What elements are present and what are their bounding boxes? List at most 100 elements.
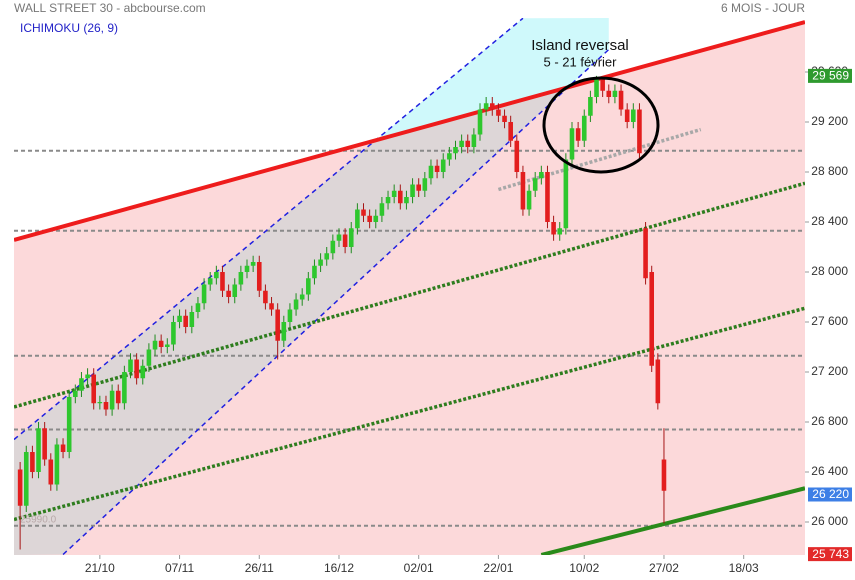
candle-body <box>367 215 372 222</box>
candle-body <box>91 374 97 404</box>
candle-body <box>428 165 434 179</box>
period: 6 MOIS - JOUR <box>721 1 805 15</box>
candle-body <box>146 349 152 366</box>
overlay: 26 000 26 400 26 800 27 200 27 600 28 000 28 4… <box>85 64 852 575</box>
candle-body <box>514 140 520 172</box>
candle-body <box>275 309 280 341</box>
candle-body <box>158 340 164 347</box>
candle-body <box>232 284 238 297</box>
candle-body <box>287 309 293 322</box>
x-tick-label: 10/02 <box>569 561 599 575</box>
candle-body <box>293 299 299 310</box>
dotted-trendline <box>497 127 702 192</box>
candle-body <box>532 178 538 191</box>
candle-body <box>459 140 464 147</box>
candle-body <box>183 315 188 327</box>
candle-body <box>164 344 170 347</box>
candle-body <box>244 265 250 272</box>
candle-body <box>177 315 182 322</box>
x-tick-label: 02/01 <box>404 561 434 575</box>
candle-body <box>134 359 139 379</box>
candle-body <box>606 90 612 97</box>
candle-body <box>631 109 636 122</box>
candle-body <box>250 262 256 266</box>
candle-body <box>649 272 655 366</box>
candle-body <box>557 228 563 235</box>
candle-body <box>545 172 550 222</box>
candle-body <box>306 278 311 295</box>
channel-upper <box>14 18 524 441</box>
candle-body <box>563 159 569 229</box>
candle-body <box>189 312 195 327</box>
candle-body <box>508 122 513 141</box>
candle-body <box>195 303 201 312</box>
candle-body <box>575 128 581 141</box>
candle-body <box>348 228 354 247</box>
annotation-subtitle: 5 - 21 février <box>544 54 618 69</box>
candle-body <box>299 294 305 300</box>
annotation-circle <box>542 76 660 174</box>
candle-body <box>281 322 287 341</box>
candle-body <box>263 290 268 304</box>
candle-body <box>60 444 66 452</box>
candle-body <box>581 115 587 141</box>
y-tick-label: 26 800 <box>811 414 848 428</box>
low-note: 25990.0 <box>20 515 57 526</box>
candle-body <box>214 272 219 279</box>
candle-body <box>422 178 428 191</box>
y-tick-label: 26 000 <box>811 514 848 528</box>
dotted-trendline <box>14 181 805 409</box>
candle-body <box>128 359 133 372</box>
x-tick-label: 26/11 <box>245 561 274 575</box>
candle-body <box>551 222 556 235</box>
chart-title: WALL STREET 30 - abcbourse.com <box>14 1 206 15</box>
candle-body <box>398 190 403 204</box>
candle-body <box>42 428 47 460</box>
x-tick-label: 18/03 <box>729 561 759 575</box>
x-tick-label: 07/11 <box>165 561 194 575</box>
candle-body <box>36 428 41 472</box>
candle-body <box>520 172 526 210</box>
candle-body <box>453 147 458 154</box>
candle-body <box>207 278 213 285</box>
y-tick-label: 27 200 <box>811 364 848 378</box>
dotted-trendline <box>14 306 805 522</box>
support-line <box>540 486 805 555</box>
candle-body <box>526 190 532 210</box>
candle-body <box>152 340 158 350</box>
candle-body <box>539 172 544 179</box>
y-tick-label: 26 400 <box>811 464 848 478</box>
candle-body <box>471 134 477 147</box>
candle-body <box>502 115 507 122</box>
candle-body <box>661 459 667 491</box>
x-tick-label: 27/02 <box>649 561 679 575</box>
candle-body <box>643 228 648 279</box>
y-tick-label: 29 200 <box>811 114 848 128</box>
candle-body <box>618 90 624 110</box>
candle-body <box>23 452 29 506</box>
candle-body <box>447 153 452 160</box>
x-tick-label: 16/12 <box>324 561 354 575</box>
candle-body <box>440 159 446 172</box>
candle-body <box>17 469 23 506</box>
candle-body <box>312 265 317 279</box>
candle-body <box>612 90 618 97</box>
resistance-line <box>14 20 805 242</box>
candle-body <box>79 378 84 391</box>
candle-body <box>201 284 207 304</box>
candle-body <box>624 109 630 122</box>
price-marker <box>808 547 852 562</box>
candle-body <box>269 303 274 310</box>
candle-body <box>483 103 489 110</box>
candle-body <box>103 402 109 410</box>
candle-body <box>410 184 415 197</box>
candle-body <box>361 209 366 216</box>
candle-body <box>238 272 244 285</box>
price-marker <box>808 68 852 83</box>
candle-body <box>48 459 54 485</box>
candle-body <box>379 203 385 216</box>
price-marker-label: 25 743 <box>812 547 849 561</box>
y-tick-label: 28 000 <box>811 264 848 278</box>
candle-body <box>391 190 397 197</box>
